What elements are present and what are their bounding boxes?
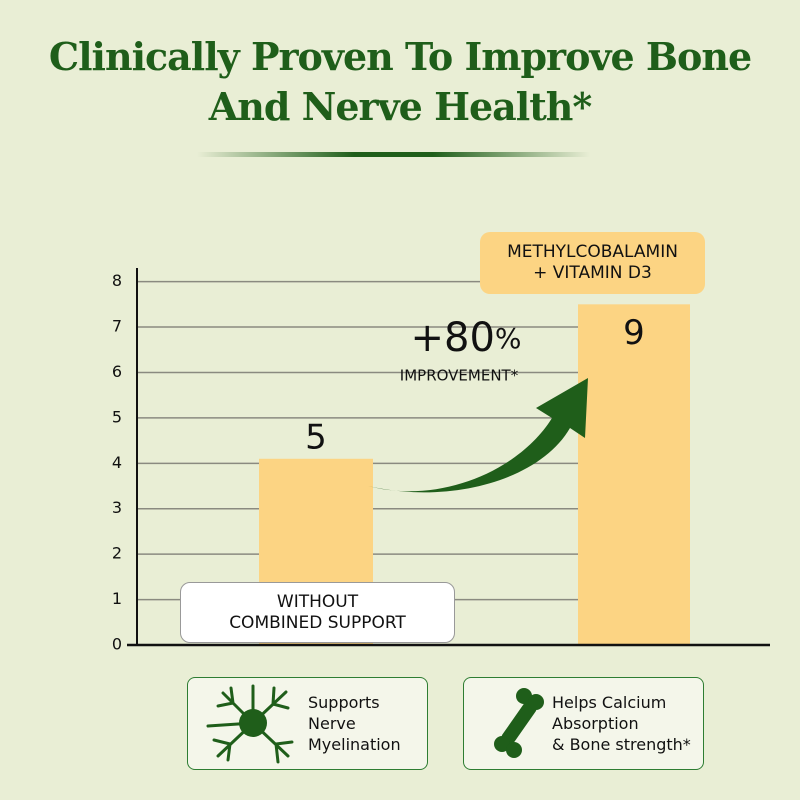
feature-text: Helps Calcium Absorption & Bone strength… — [552, 693, 691, 754]
feature-text: Supports Nerve Myelination — [308, 693, 401, 754]
bar-label: 9 — [623, 313, 645, 353]
arrow — [368, 378, 588, 493]
y-tick-label: 2 — [112, 544, 122, 563]
annotation-number: +80 — [410, 315, 494, 361]
title: Clinically Proven To Improve Bone And Ne… — [48, 34, 752, 129]
feature-card: Supports Nerve Myelination — [187, 677, 428, 770]
bar — [578, 304, 690, 645]
y-tick-label: 4 — [112, 453, 122, 472]
y-tick-label: 7 — [112, 317, 122, 336]
category-label: WITHOUT COMBINED SUPPORT — [180, 582, 455, 643]
y-tick-label: 0 — [112, 635, 122, 654]
bar-label: 5 — [305, 417, 327, 457]
divider — [197, 152, 590, 157]
annotation-value: +80% — [410, 315, 521, 361]
feature-card: Helps Calcium Absorption & Bone strength… — [463, 677, 704, 770]
annotation-text: IMPROVEMENT* — [400, 367, 519, 385]
neuron-icon — [206, 684, 294, 764]
bone-icon — [494, 688, 544, 758]
y-tick-label: 5 — [112, 407, 122, 426]
category-label: METHYLCOBALAMIN + VITAMIN D3 — [480, 232, 705, 294]
y-tick-label: 3 — [112, 498, 122, 517]
y-tick-label: 8 — [112, 271, 122, 290]
y-tick-label: 6 — [112, 362, 122, 381]
annotation-unit: % — [495, 322, 522, 355]
y-tick-label: 1 — [112, 589, 122, 608]
